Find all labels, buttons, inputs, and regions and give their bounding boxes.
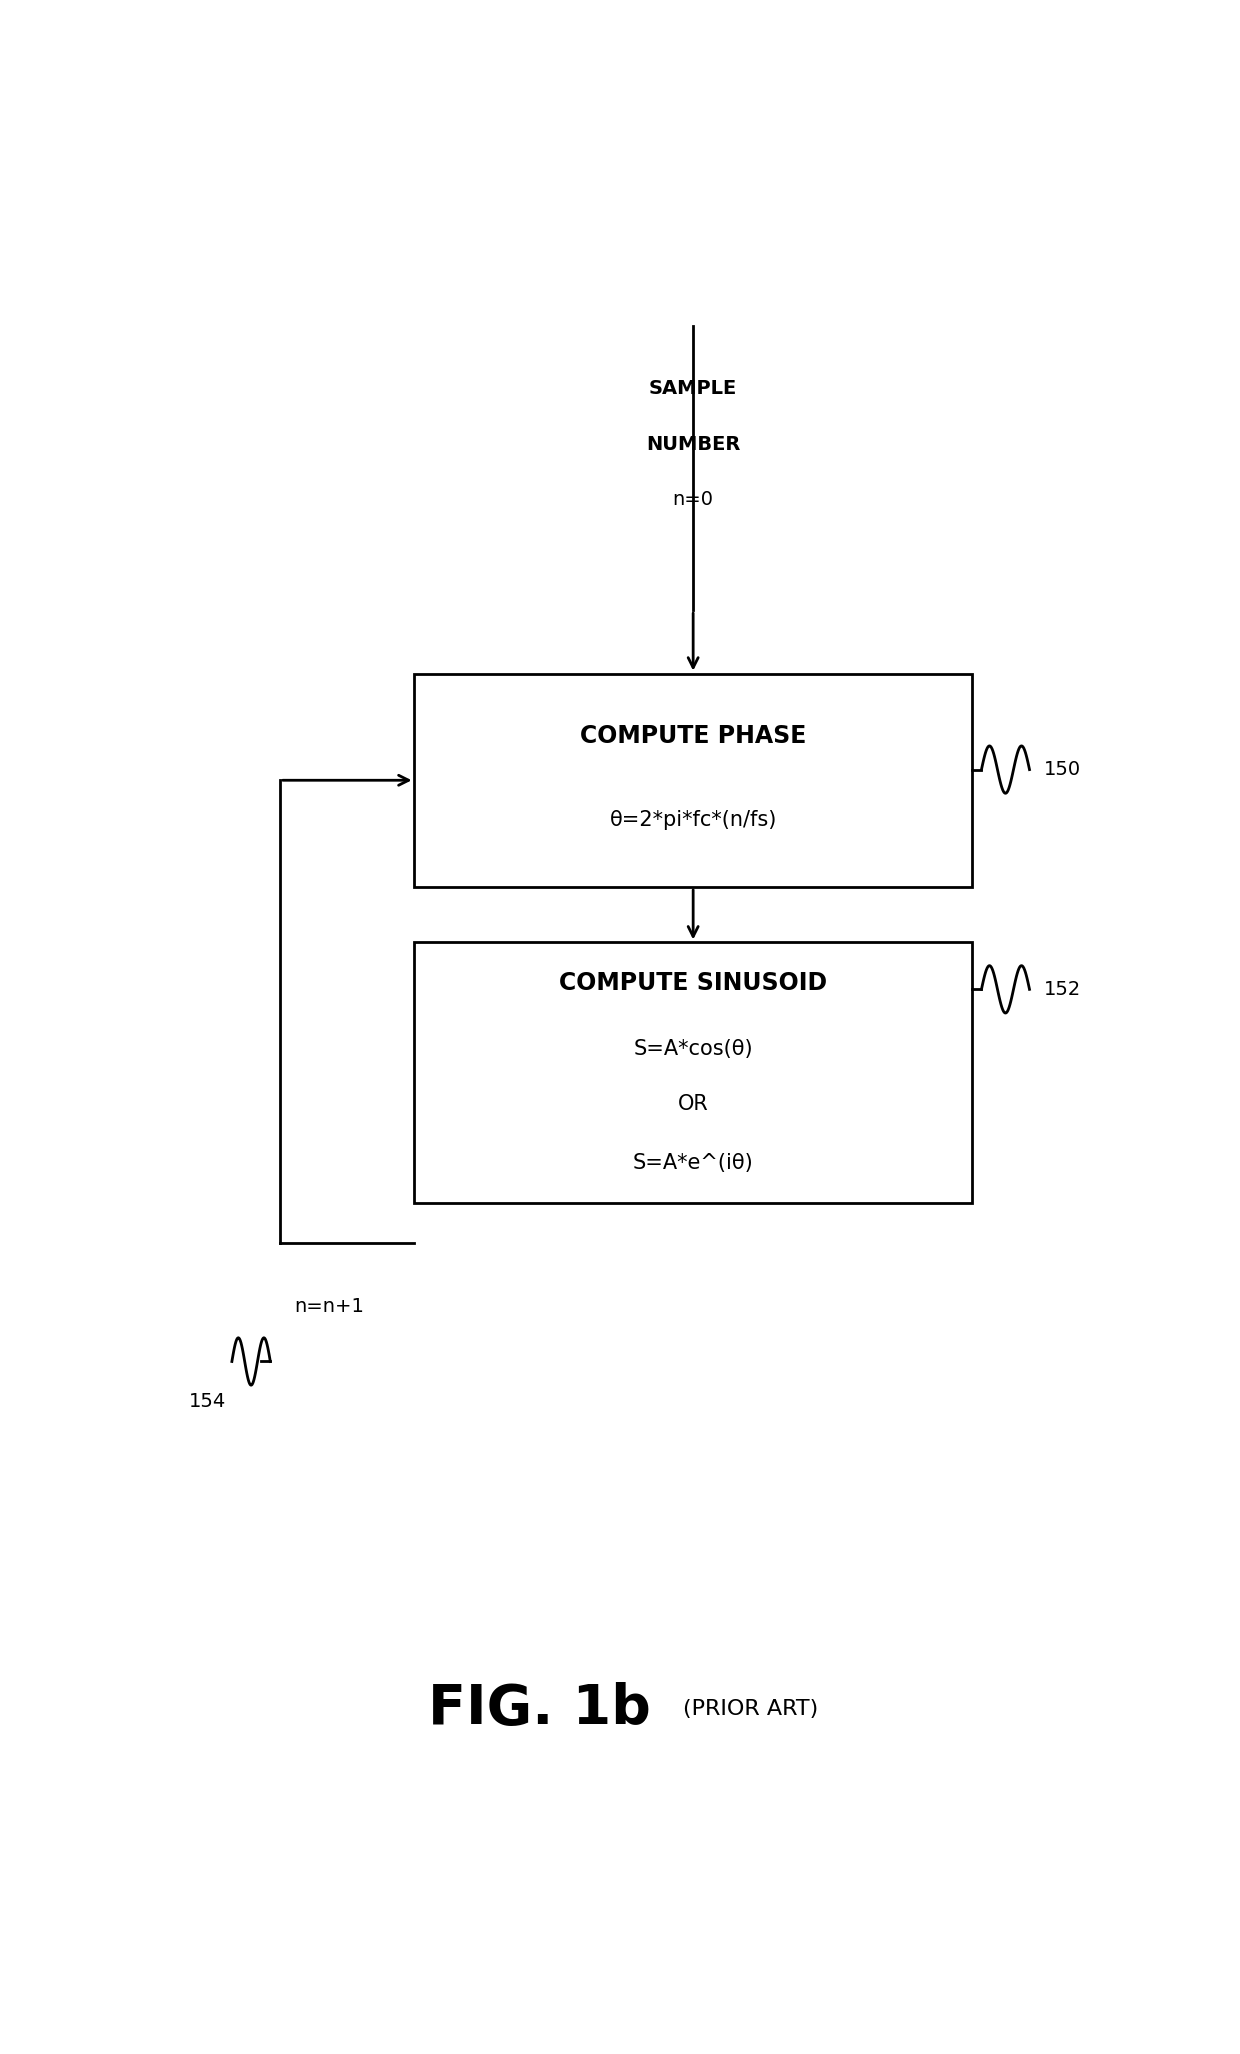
Text: n=0: n=0	[672, 491, 714, 509]
Text: 150: 150	[1044, 760, 1081, 778]
Text: COMPUTE SINUSOID: COMPUTE SINUSOID	[559, 972, 827, 994]
Text: FIG. 1b: FIG. 1b	[428, 1682, 651, 1736]
Text: S=A*cos(θ): S=A*cos(θ)	[634, 1039, 753, 1060]
Text: SAMPLE: SAMPLE	[649, 380, 738, 398]
Text: θ=2*pi*fc*(n/fs): θ=2*pi*fc*(n/fs)	[610, 809, 776, 830]
Text: 154: 154	[190, 1391, 227, 1411]
Text: NUMBER: NUMBER	[646, 435, 740, 454]
Text: S=A*e^(iθ): S=A*e^(iθ)	[632, 1152, 754, 1173]
Bar	[414, 943, 972, 1204]
Text: COMPUTE PHASE: COMPUTE PHASE	[580, 723, 806, 748]
Bar	[414, 674, 972, 887]
Text: OR: OR	[678, 1095, 708, 1115]
Text: (PRIOR ART): (PRIOR ART)	[683, 1699, 818, 1719]
Text: 152: 152	[1044, 980, 1081, 998]
Text: n=n+1: n=n+1	[294, 1296, 365, 1317]
